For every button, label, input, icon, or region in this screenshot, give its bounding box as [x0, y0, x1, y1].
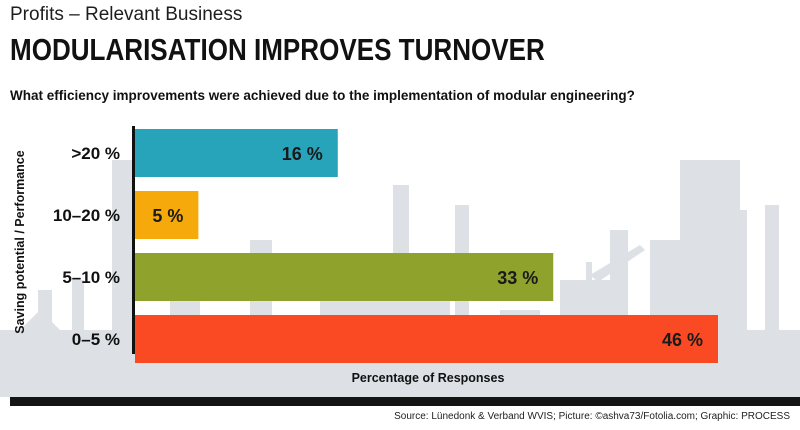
headline: MODULARISATION IMPROVES TURNOVER — [10, 32, 545, 67]
footer-baseline-bar — [10, 397, 800, 406]
bar-0-5 — [135, 315, 718, 363]
roof-shape — [20, 310, 60, 330]
value-label-0-5: 46 % — [662, 330, 703, 350]
bar-20 — [135, 129, 338, 177]
crane-arm-shape — [590, 245, 645, 282]
category-label-5-10: 5–10 % — [62, 268, 120, 287]
category-label-10-20: 10–20 % — [53, 206, 120, 225]
bar-5-10 — [135, 253, 554, 301]
x-axis-label: Percentage of Responses — [351, 371, 505, 385]
value-label-10-20: 5 % — [152, 206, 183, 226]
source-credit: Source: Lünedonk & Verband WVIS; Picture… — [394, 411, 790, 422]
category-label-20: >20 % — [71, 144, 120, 163]
kicker-text: Profits – Relevant Business — [10, 4, 243, 25]
value-label-5-10: 33 % — [497, 268, 538, 288]
y-axis-line — [132, 126, 135, 354]
survey-question: What efficiency improvements were achiev… — [10, 88, 635, 103]
y-axis-label: Saving potential / Performance — [13, 150, 27, 334]
value-label-20: 16 % — [282, 144, 323, 164]
bar-10-20 — [135, 191, 199, 239]
category-label-0-5: 0–5 % — [72, 330, 120, 349]
